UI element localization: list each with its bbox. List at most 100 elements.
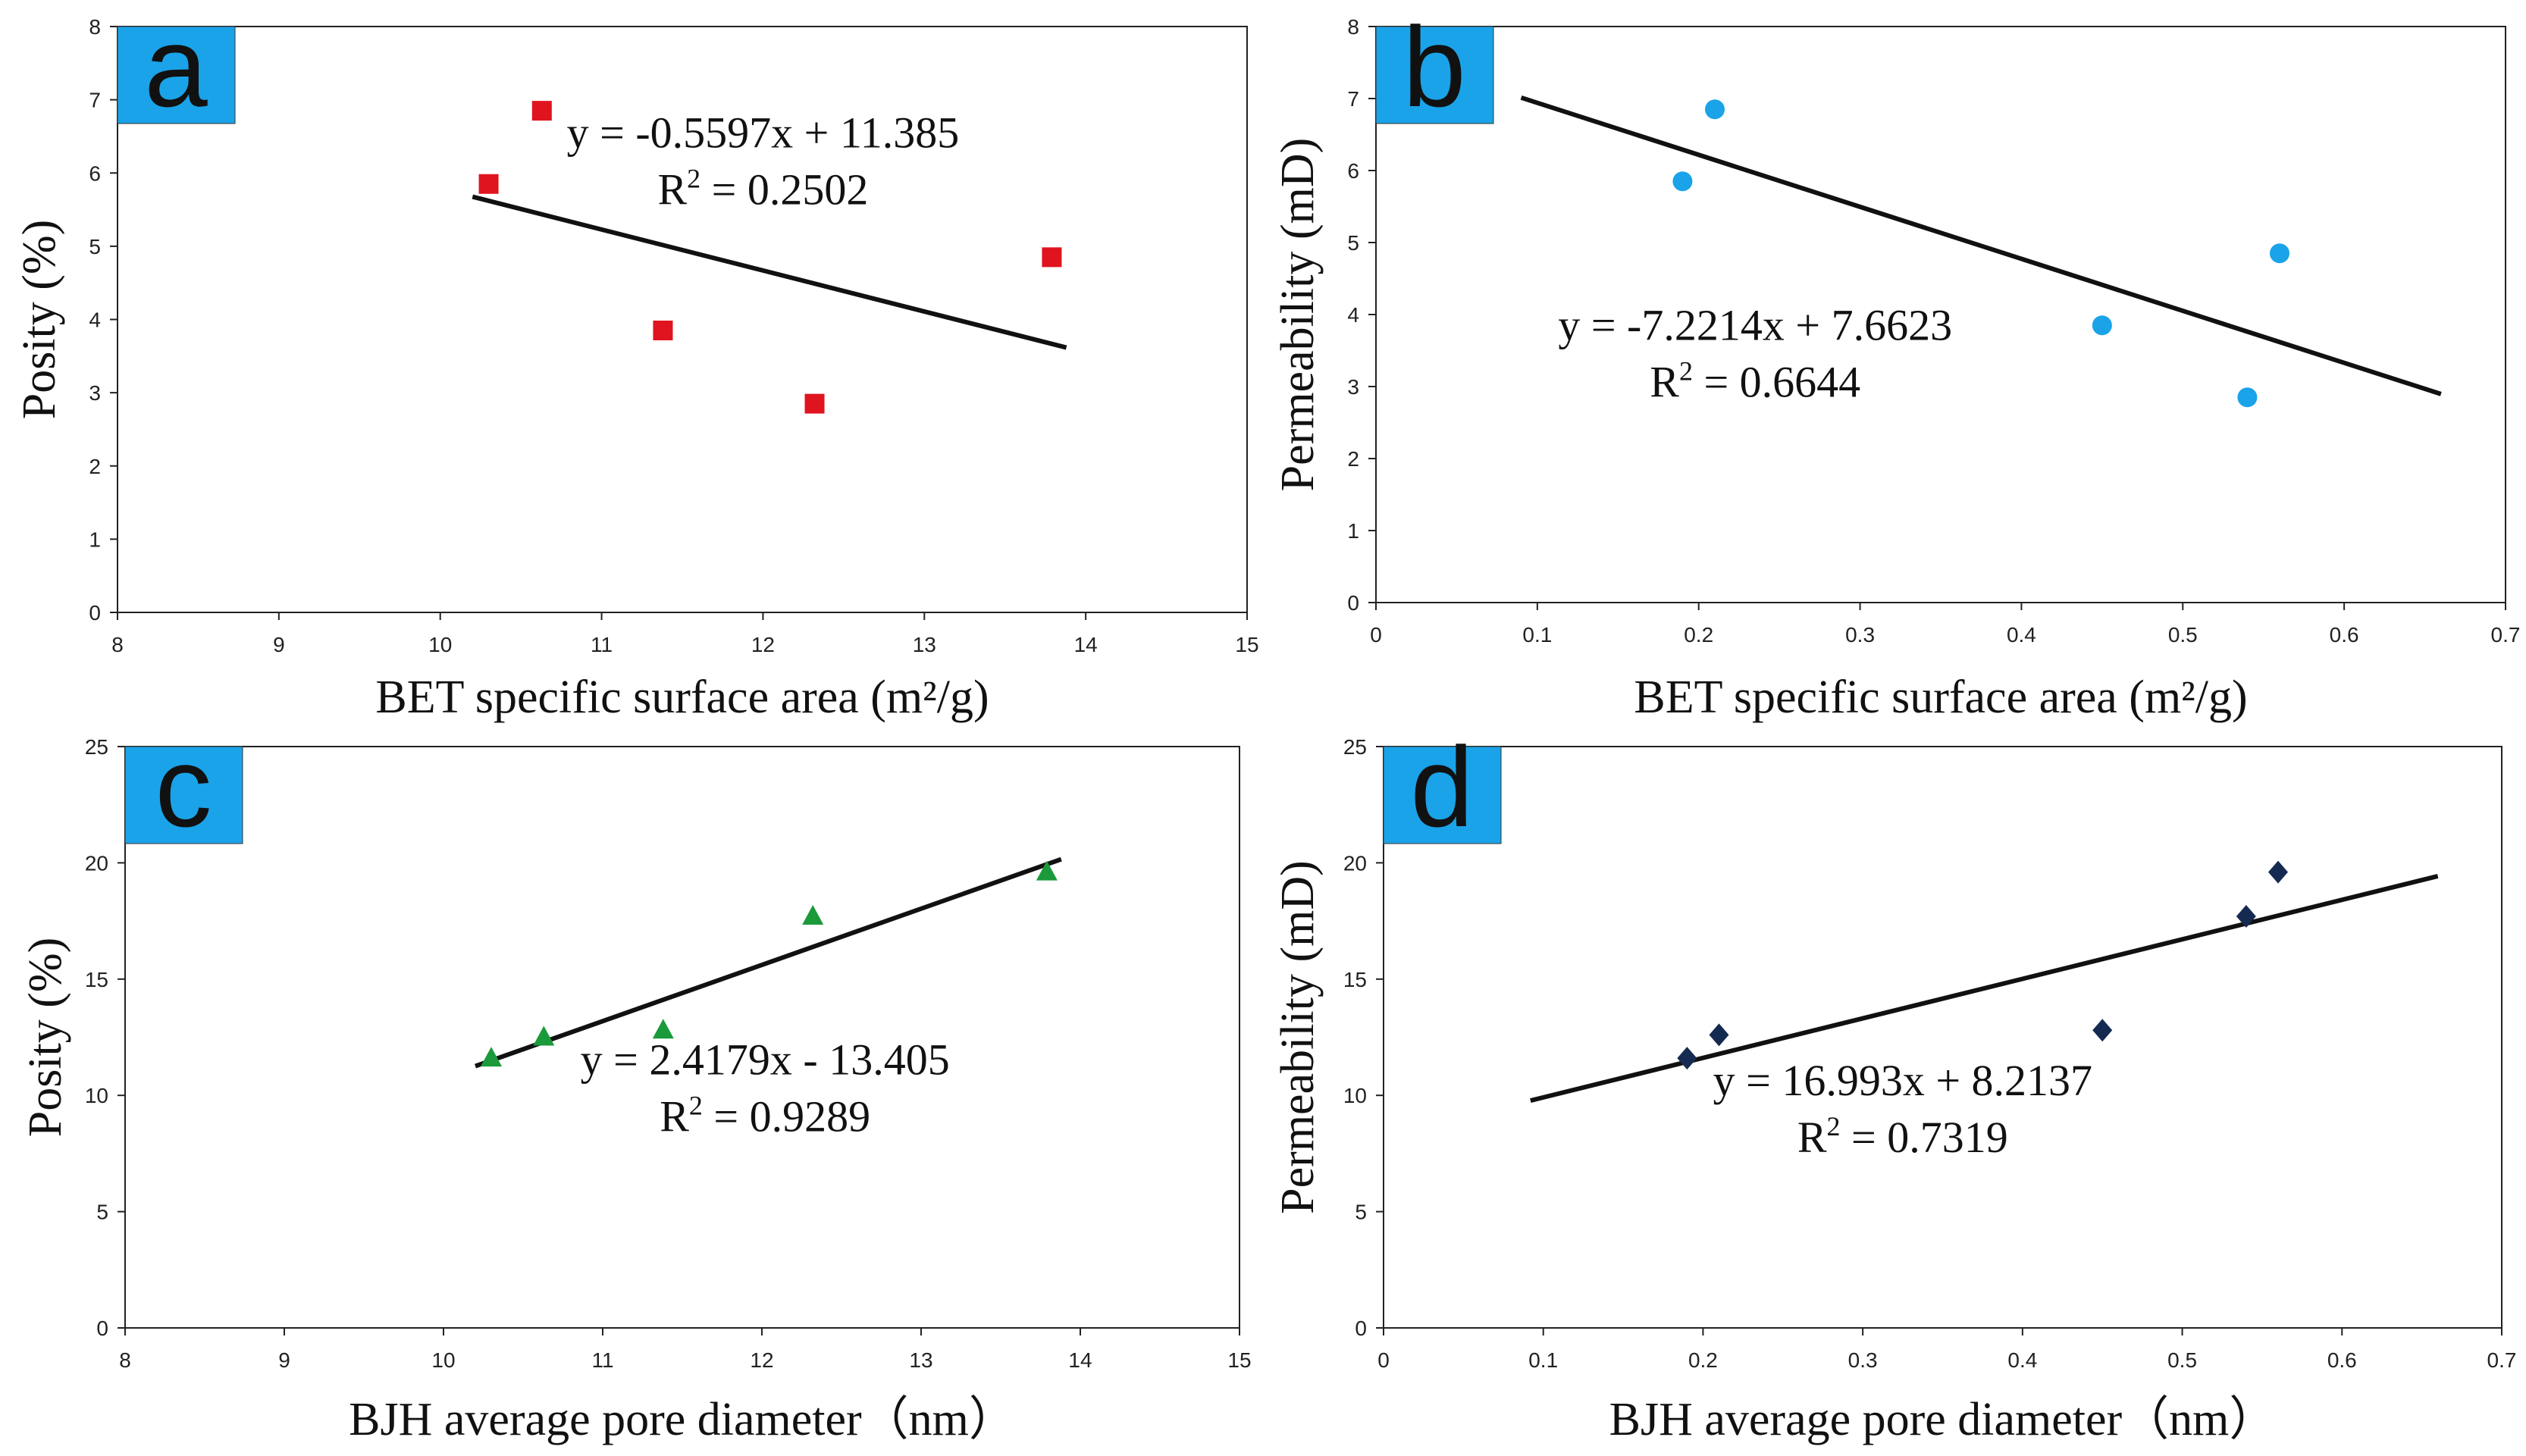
x-tick-label: 0.7 (2491, 623, 2521, 647)
y-tick-label: 5 (1347, 231, 1359, 255)
plot-frame-d (1383, 746, 2502, 1329)
y-tick-label: 4 (1347, 303, 1359, 327)
panel-label-box-a (117, 26, 236, 124)
r-squared-d: R2 = 0.7319 (1797, 1111, 2008, 1162)
y-tick-label: 0 (1355, 1317, 1367, 1340)
y-tick-label: 8 (89, 15, 101, 39)
trend-equation-b: y = -7.2214x + 7.6623 (1558, 300, 1952, 349)
panel-label-box-c (124, 746, 243, 844)
y-tick-label: 1 (89, 528, 101, 551)
r-squared-value: = 0.7319 (1841, 1113, 2008, 1162)
trend-equation-c: y = 2.4179x - 13.405 (581, 1035, 950, 1085)
y-tick-label: 15 (85, 968, 108, 991)
x-tick-label: 12 (751, 633, 775, 656)
r-squared-symbol: R (660, 1092, 689, 1141)
y-tick-label: 25 (1343, 735, 1367, 759)
data-point-b-2 (1705, 99, 1725, 120)
r-squared-b: R2 = 0.6644 (1650, 355, 1860, 406)
y-tick-label: 15 (1343, 968, 1367, 991)
x-tick-label: 0.4 (2007, 1348, 2037, 1372)
r-squared-exponent: 2 (687, 163, 700, 193)
x-tick-label: 0.1 (1522, 623, 1552, 647)
x-axis-title-d: BJH average pore diameter（nm） (1609, 1394, 2277, 1445)
panel-label-b: b (1402, 3, 1465, 130)
data-point-d-5 (2268, 860, 2288, 884)
x-tick-label: 0.3 (1845, 623, 1875, 647)
x-tick-label: 0 (1370, 623, 1382, 647)
x-tick-label: 14 (1074, 633, 1098, 656)
trend-equation-d: y = 16.993x + 8.2137 (1713, 1056, 2092, 1105)
data-point-b-4 (2237, 387, 2258, 408)
data-point-b-1 (1672, 171, 1693, 192)
x-tick-label: 0.4 (2007, 623, 2036, 647)
x-tick-label: 15 (1227, 1348, 1251, 1372)
data-point-d-4 (2236, 904, 2256, 928)
r-squared-symbol: R (657, 164, 687, 214)
x-tick-label: 0.3 (1848, 1348, 1878, 1372)
x-tick-label: 0.5 (2167, 1348, 2197, 1372)
r-squared-value: = 0.6644 (1693, 357, 1860, 406)
x-tick-label: 0.7 (2487, 1348, 2517, 1372)
x-tick-label: 13 (909, 1348, 932, 1372)
r-squared-value: = 0.9289 (703, 1092, 870, 1141)
panel-label-box-b (1375, 26, 1494, 124)
x-tick-label: 15 (1235, 633, 1258, 656)
x-tick-label: 14 (1068, 1348, 1092, 1372)
trendline-a (472, 194, 1067, 350)
data-point-a-4 (804, 393, 825, 414)
x-tick-label: 0.5 (2168, 623, 2198, 647)
y-tick-label: 20 (1343, 851, 1367, 875)
data-point-b-3 (2092, 315, 2112, 336)
r-squared-symbol: R (1650, 357, 1679, 406)
r-squared-exponent: 2 (689, 1091, 703, 1121)
r-squared-exponent: 2 (1827, 1111, 1841, 1141)
y-tick-label: 7 (1347, 87, 1359, 111)
x-tick-label: 0.6 (2330, 623, 2359, 647)
data-point-d-2 (1709, 1023, 1729, 1047)
y-tick-label: 1 (1347, 519, 1359, 543)
r-squared-c: R2 = 0.9289 (660, 1091, 870, 1141)
panel-label-c: c (155, 723, 212, 850)
panel-c: 8 9 10 11 12 13 14 15 0 5 10 15 20 25 BJH average pore… (20, 723, 1252, 1445)
plot-frame-c (124, 746, 1240, 1329)
panel-d: 0 0.1 0.2 0.3 0.4 0.5 0.6 0.7 0 5 10 15 20 25 BJH aver… (1272, 723, 2516, 1445)
x-tick-label: 0.6 (2327, 1348, 2357, 1372)
x-tick-label: 0.2 (1684, 623, 1713, 647)
data-point-c-2 (533, 1025, 555, 1046)
data-point-a-1 (478, 174, 499, 194)
y-tick-label: 10 (85, 1084, 108, 1107)
y-tick-label: 3 (89, 381, 101, 405)
trendline-b (1520, 95, 2442, 396)
x-axis-title-b: BET specific surface area (m²/g) (1634, 672, 2247, 723)
y-axis-title-a: Posity (%) (14, 220, 65, 420)
x-tick-label: 12 (750, 1348, 773, 1372)
y-tick-label: 25 (85, 735, 108, 759)
data-point-c-3 (652, 1019, 674, 1039)
r-squared-value: = 0.2502 (700, 164, 868, 214)
y-tick-label: 6 (1347, 159, 1359, 183)
y-tick-label: 8 (1347, 15, 1359, 39)
panel-label-box-d (1383, 746, 1502, 844)
y-tick-label: 2 (89, 455, 101, 478)
data-point-a-5 (1042, 247, 1062, 268)
x-tick-label: 11 (591, 633, 613, 656)
y-tick-label: 5 (1355, 1201, 1367, 1224)
y-tick-label: 20 (85, 851, 108, 875)
data-point-b-5 (2270, 243, 2289, 264)
y-tick-label: 7 (89, 89, 101, 112)
data-point-c-1 (481, 1047, 502, 1067)
y-tick-label: 0 (1347, 591, 1359, 615)
r-squared-symbol: R (1797, 1113, 1827, 1162)
panel-label-a: a (144, 3, 208, 130)
data-point-a-3 (653, 320, 673, 340)
y-tick-label: 5 (89, 235, 101, 258)
y-tick-label: 2 (1347, 447, 1359, 471)
y-tick-label: 3 (1347, 375, 1359, 399)
x-tick-label: 10 (428, 633, 452, 656)
y-axis-title-d: Permeability (mD) (1272, 860, 1324, 1214)
x-tick-label: 8 (119, 1348, 131, 1372)
panel-label-d: d (1410, 723, 1473, 850)
y-axis-title-b: Permeability (mD) (1272, 138, 1324, 492)
